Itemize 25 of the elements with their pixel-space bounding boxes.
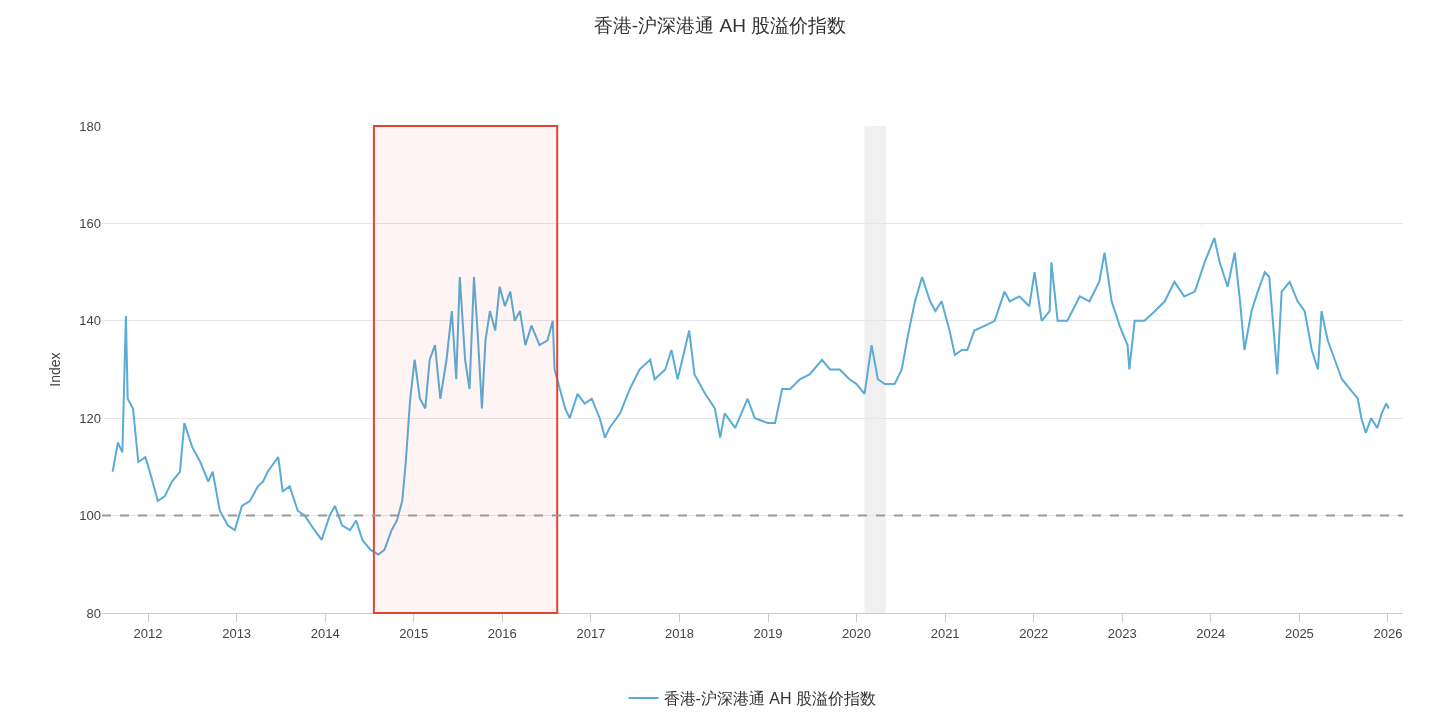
y-tick-label: 80 xyxy=(86,605,101,621)
x-tick-label: 2013 xyxy=(222,625,252,641)
y-tick-label: 100 xyxy=(79,508,101,524)
x-tick-label: 2020 xyxy=(842,625,872,641)
x-tick-label: 2018 xyxy=(664,625,694,641)
x-tick-label: 2015 xyxy=(399,625,429,641)
x-tick-label: 2024 xyxy=(1196,625,1226,641)
y-tick-label: 160 xyxy=(79,215,101,231)
chart-title: 香港-沪深港通 AH 股溢价指数 xyxy=(593,14,847,36)
x-tick-label: 2026 xyxy=(1373,625,1403,641)
y-tick-label: 180 xyxy=(79,118,101,134)
y-axis-title: Index xyxy=(46,352,63,387)
y-tick-label: 140 xyxy=(79,313,101,329)
x-tick-label: 2021 xyxy=(930,625,960,641)
x-tick-label: 2012 xyxy=(133,625,163,641)
x-tick-label: 2014 xyxy=(310,625,340,641)
y-tick-label: 120 xyxy=(79,410,101,426)
x-tick-label: 2025 xyxy=(1284,625,1314,641)
x-tick-label: 2019 xyxy=(753,625,783,641)
x-tick-label: 2016 xyxy=(487,625,517,641)
x-tick-label: 2017 xyxy=(576,625,606,641)
legend-label: 香港-沪深港通 AH 股溢价指数 xyxy=(663,690,876,708)
line-series xyxy=(111,237,1390,556)
x-tick-label: 2022 xyxy=(1019,625,1049,641)
x-tick-label: 2023 xyxy=(1107,625,1137,641)
